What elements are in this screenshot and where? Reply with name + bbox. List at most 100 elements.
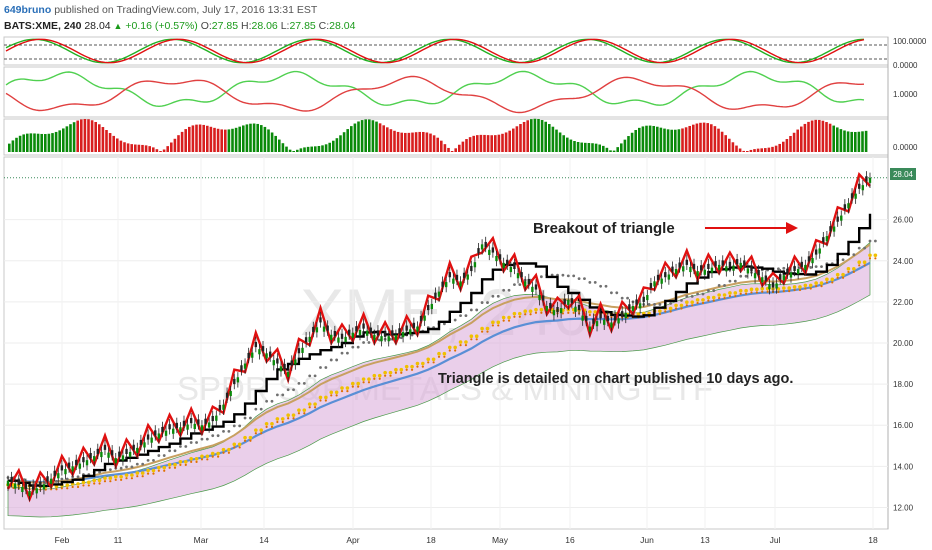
grey-dot [599,284,603,288]
yellow-dot [113,474,118,479]
histogram-bar [663,128,666,152]
histogram-bar [854,132,857,152]
orange-dot [852,270,855,274]
candle-body [775,283,778,289]
yellow-dot [496,320,501,325]
histogram-bar [530,119,533,152]
orange-dot [561,312,565,315]
orange-dot [836,276,839,279]
grey-dot [459,314,462,317]
orange-dot [524,313,527,316]
histogram-bar [742,150,745,152]
orange-dot [486,330,489,333]
candle-body [592,318,595,324]
yellow-dot [356,381,360,386]
yellow-dot [183,460,188,464]
close-label: C: [318,20,330,32]
histogram-bar [256,123,259,152]
candle-body [333,331,337,337]
orange-dot [82,484,85,487]
candle-body [459,281,462,287]
orange-dot [179,463,182,466]
candle-body [538,295,541,301]
candle-body [613,315,617,321]
orange-dot [98,482,101,485]
orange-dot [292,417,295,420]
orange-dot [680,307,683,310]
candle-body [556,307,559,313]
histogram-bar [605,147,609,152]
yellow-dot [415,361,420,366]
candle-body [865,176,868,182]
histogram-bar [562,135,565,152]
candle-body [168,424,171,430]
histogram-bar [728,138,731,152]
grey-dot [259,407,263,411]
yellow-dot [841,272,845,277]
candle-body [197,419,200,425]
grey-dot [125,465,128,469]
yellow-dot [232,442,237,447]
orange-dot [410,368,414,371]
yellow-dot [528,309,533,314]
histogram-bar [288,149,292,152]
histogram-bar [353,123,357,152]
histogram-bar [188,126,191,152]
candle-body [315,327,319,333]
candle-body [13,483,17,489]
orange-dot [319,399,322,402]
orange-dot [723,297,726,300]
orange-dot [173,466,177,469]
candle-body [179,427,182,433]
orange-dot [233,446,236,449]
candle-body [850,193,854,199]
histogram-bar [864,130,868,152]
histogram-bar [710,124,713,152]
histogram-bar [371,120,375,152]
histogram-bar [411,132,414,152]
histogram-bar [818,119,821,152]
grey-dot [286,388,290,392]
candle-body [628,304,631,310]
histogram-bar [58,130,61,152]
histogram-bar [62,128,65,152]
candle-body [82,457,85,463]
grey-dot [76,475,80,479]
symbol-name[interactable]: BATS:XME, 240 [4,20,82,32]
yellow-dot [318,395,323,400]
dmi-minus-line [5,75,865,114]
histogram-bar [656,126,659,152]
yellow-dot [480,326,484,331]
histogram-bar [447,147,450,152]
histogram-bar [537,118,540,152]
y-tick-label: 24.00 [893,257,914,266]
histogram-bar [126,143,130,152]
candle-body [473,262,477,268]
candle-body [750,265,753,272]
candle-body [189,418,193,424]
histogram-bar [483,134,486,152]
yellow-dot [119,474,123,479]
yellow-dot [404,364,409,369]
candle-body [764,275,768,281]
yellow-dot [437,351,441,356]
histogram-bar [141,144,144,152]
author-name[interactable]: 649bruno [4,4,52,16]
orange-dot [427,361,430,364]
candle-body [409,329,412,335]
last-price: 28.04 [84,20,111,32]
grey-dot [712,289,716,292]
chart-header: 649bruno published on TradingView.com, J… [0,0,932,36]
candle-body [559,308,563,314]
candle-body [207,422,211,428]
candle-body [577,304,581,311]
histogram-bar [29,133,33,152]
histogram-bar [234,127,238,152]
yellow-dot [388,370,393,375]
candle-body [376,330,380,336]
candle-body [240,365,243,371]
yellow-dot [399,367,404,372]
grey-dot [329,358,333,362]
candle-body [567,299,570,305]
